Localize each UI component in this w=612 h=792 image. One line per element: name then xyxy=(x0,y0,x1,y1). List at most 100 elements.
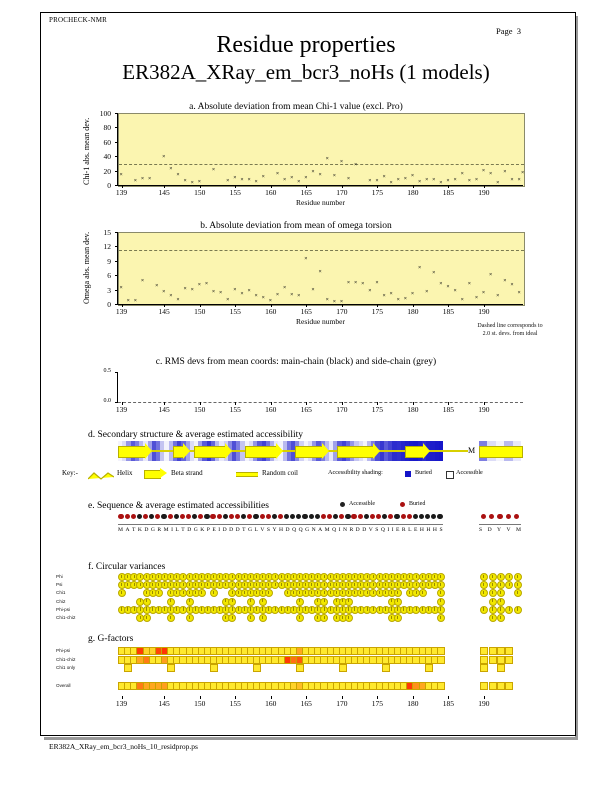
accessibility-dot xyxy=(271,514,277,520)
circular-variance-marker xyxy=(259,597,268,606)
panel_a-xtick xyxy=(235,185,237,188)
panel_a-xtick-label: 160 xyxy=(265,188,277,197)
circular-variance-marker xyxy=(513,589,522,598)
sequence-letter: D xyxy=(235,527,240,533)
panel_a-ytick xyxy=(115,185,118,186)
accessibility-dot xyxy=(333,514,339,520)
panel-g-xtick-label: 145 xyxy=(158,699,170,708)
accessibility-dot xyxy=(418,514,425,520)
panel_b-ytick xyxy=(115,304,118,305)
panel_b-data-point: × xyxy=(297,292,301,299)
beta-strand-arrow xyxy=(275,443,283,459)
circular-variance-marker xyxy=(295,597,304,606)
circular-variance-marker xyxy=(246,597,255,606)
accessible-dot-icon xyxy=(340,502,345,507)
gfactor-marker xyxy=(480,681,489,690)
panel-g-xtick-label: 139 xyxy=(115,699,128,708)
gfactor-marker xyxy=(505,681,514,690)
panel-c-title: c. RMS devs from mean coords: main-chain… xyxy=(155,357,437,367)
panel_a-data-point: × xyxy=(453,176,457,183)
circular-variance-marker xyxy=(497,605,505,614)
circular-variance-marker xyxy=(394,597,402,606)
circular-variance-marker xyxy=(167,614,176,622)
panel-g-row-label: Phi-psi xyxy=(56,648,71,653)
sequence-letter: S xyxy=(375,527,379,533)
panel_b-xtick-label: 145 xyxy=(158,307,170,316)
panel_b-xtick xyxy=(306,304,308,307)
circular-variance-marker xyxy=(436,573,445,581)
circular-variance-marker xyxy=(246,614,255,622)
panel-g-row-label: Chi1 only xyxy=(56,665,76,670)
accessibility-dot xyxy=(437,514,443,520)
beta-strand-body xyxy=(295,446,324,458)
panel_b-ytick-label: 12 xyxy=(103,242,112,252)
panel_c-xtick-label: 180 xyxy=(407,405,419,414)
gfactor-marker xyxy=(480,664,489,672)
accessible-swatch-icon xyxy=(446,471,454,479)
panel_b-data-point: × xyxy=(169,292,173,299)
sequence-divider-gap xyxy=(479,524,521,525)
panel_a-data-point: × xyxy=(282,177,287,184)
panel_a-ytick-label: 80 xyxy=(103,123,112,133)
sequence-letter: D xyxy=(285,527,290,533)
beta-strand-arrow xyxy=(144,443,152,459)
panel_b-x-axis xyxy=(118,304,523,305)
panel-e-key-buried: Buried xyxy=(409,501,426,507)
panel_c-zero-line xyxy=(118,402,523,403)
circular-variance-marker xyxy=(142,614,151,622)
circular-variance-marker xyxy=(228,597,237,606)
sequence-letter: I xyxy=(387,527,390,533)
accessibility-dot xyxy=(320,514,326,520)
circular-variance-marker xyxy=(210,589,219,598)
accessibility-dot xyxy=(339,514,345,520)
beta-strand-body xyxy=(118,446,146,458)
panel_a-ytick-label: 20 xyxy=(103,166,112,176)
sequence-letter: M xyxy=(118,527,123,533)
panel_a-data-point: × xyxy=(403,175,407,182)
panel_a-data-point: × xyxy=(233,174,237,181)
accessibility-dot xyxy=(290,514,296,520)
gfactor-marker xyxy=(436,681,445,690)
panel_b-data-point: × xyxy=(403,295,407,302)
panel-g-xtick-label: 185 xyxy=(442,699,455,708)
panel_c-xtick-label: 145 xyxy=(158,405,170,414)
gfactor-marker xyxy=(381,664,390,672)
accessibility-dot xyxy=(241,514,247,520)
panel-f-row-label: Psi xyxy=(56,582,63,588)
page-indicator: Page 3 xyxy=(496,26,521,36)
panel_c-ytick xyxy=(115,372,118,373)
panel_c-y-axis xyxy=(117,372,118,402)
accessibility-dot xyxy=(376,514,382,520)
panel_a-data-point: × xyxy=(290,174,294,181)
sequence-letter: Q xyxy=(298,527,303,533)
panel_b-data-point: × xyxy=(304,255,308,262)
panel_b-xtick-label: 150 xyxy=(194,307,206,316)
panel_c-xtick-label: 165 xyxy=(300,405,312,414)
panel_b-data-point: × xyxy=(140,277,145,284)
panel_b-data-point: × xyxy=(240,290,244,297)
page-label: Page xyxy=(496,26,513,36)
panel_b-data-point: × xyxy=(219,290,223,297)
accessibility-dot xyxy=(296,514,302,520)
panel_b-data-point: × xyxy=(226,297,230,304)
panel_a-data-point: × xyxy=(510,176,514,183)
sequence-letter: Y xyxy=(497,527,502,533)
panel-e-key-accessible: Accessible xyxy=(349,501,375,507)
gfactor-marker xyxy=(497,664,505,672)
panel_b-data-point: × xyxy=(133,297,137,304)
panel_a-data-point: × xyxy=(417,178,422,185)
gfactor-marker xyxy=(480,647,489,655)
accessibility-dot xyxy=(412,514,418,520)
panel_a-ytick-label: 0 xyxy=(107,181,111,190)
panel_a-data-point: × xyxy=(346,175,351,182)
panel_a-data-point: × xyxy=(460,170,464,177)
gap-strand-body xyxy=(479,446,523,458)
panel_a-xtick-label: 150 xyxy=(194,188,206,197)
circular-variance-marker xyxy=(418,589,427,598)
panel_b-xtick-label: 170 xyxy=(336,307,348,316)
panel_b-y-axis xyxy=(117,232,118,304)
panel_c-xtick xyxy=(121,402,123,405)
gfactor-marker xyxy=(505,647,514,655)
gfactor-marker xyxy=(505,655,514,664)
